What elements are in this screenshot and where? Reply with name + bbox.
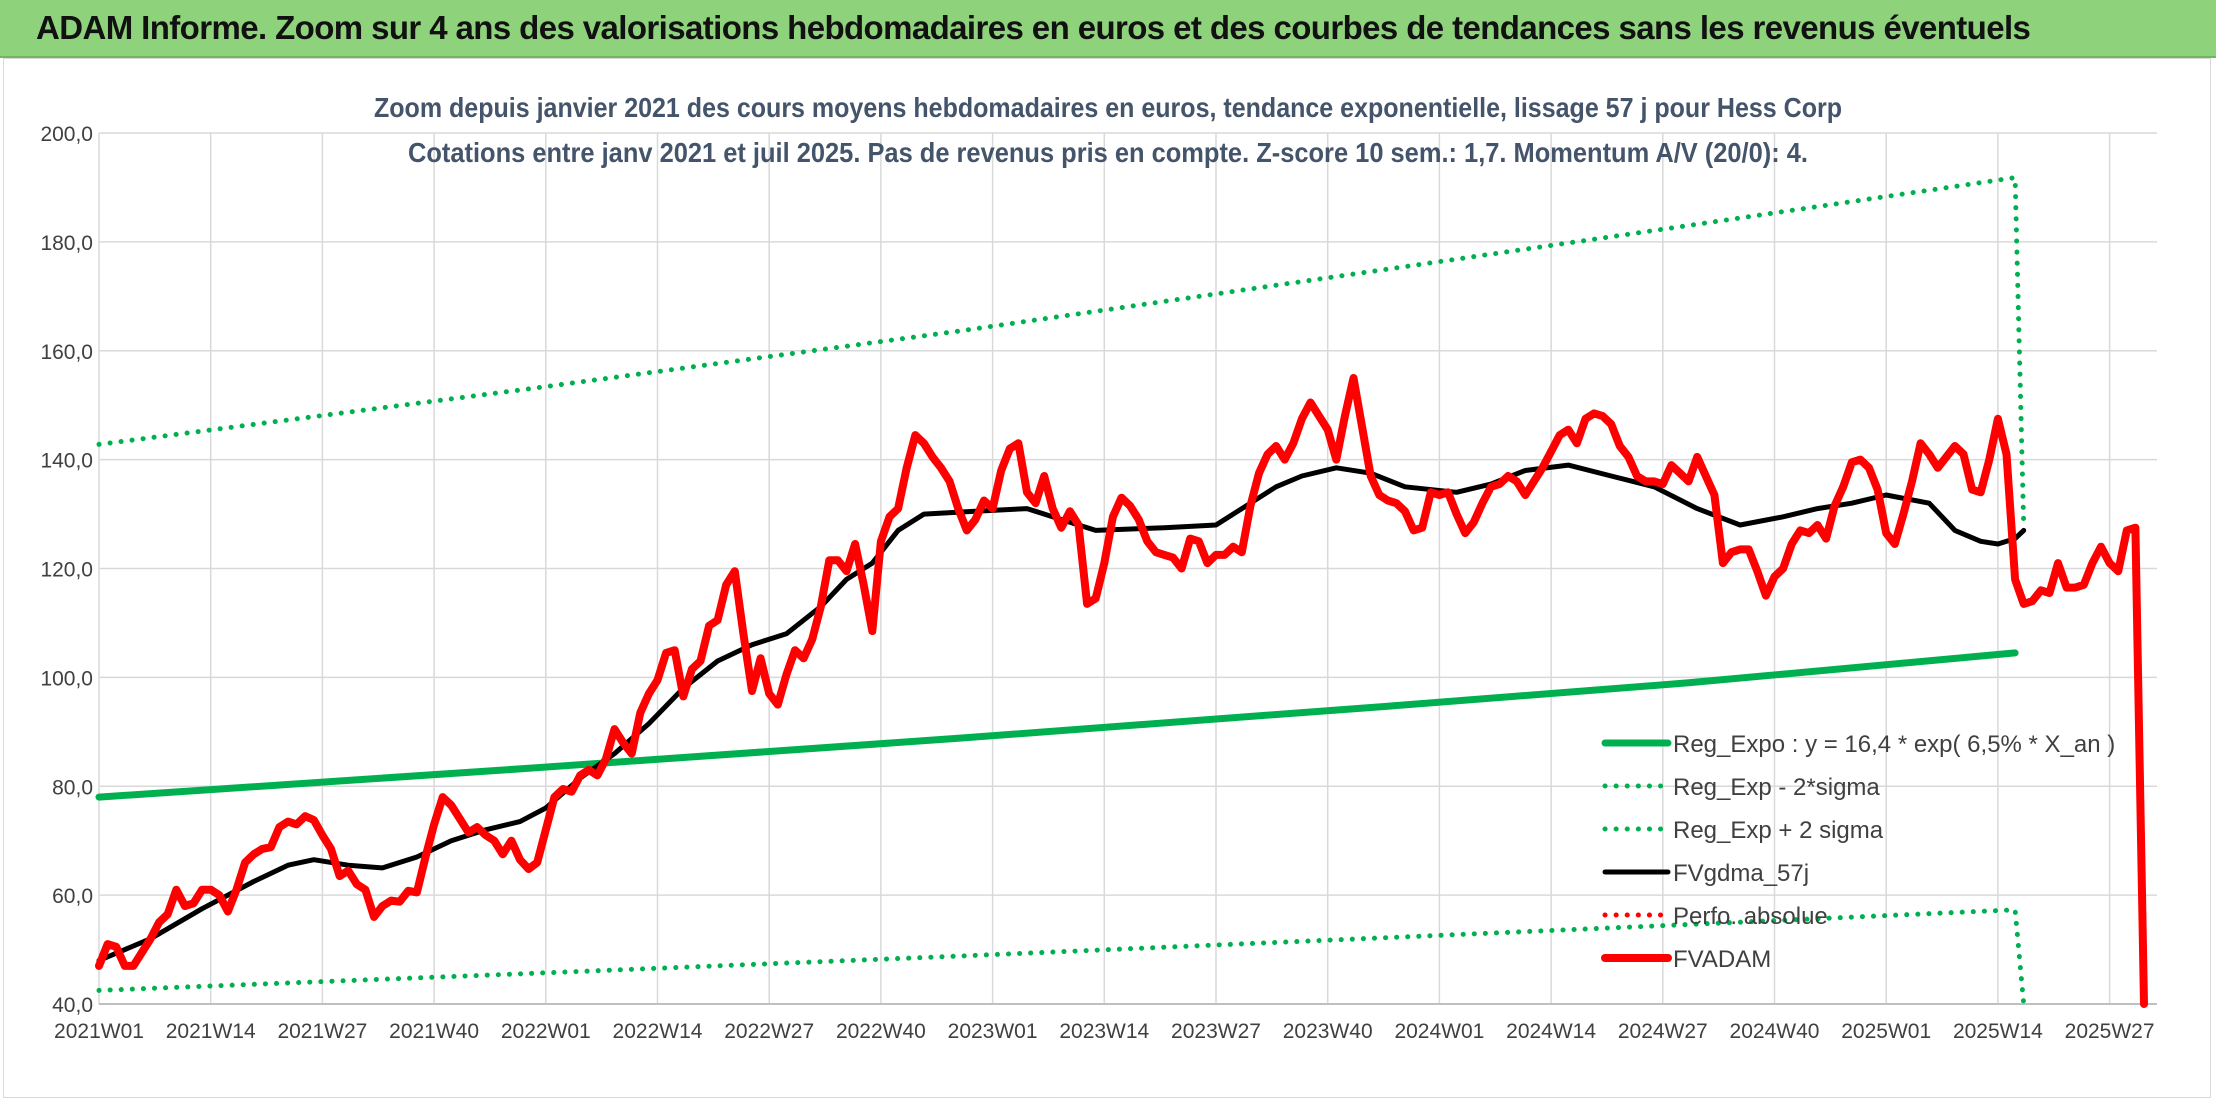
x-tick-label: 2025W27 [2065,1020,2155,1043]
legend-label: Reg_Exp - 2*sigma [1673,774,1880,801]
legend-label: Perfo. absolue [1673,903,1828,930]
y-tick-label: 60,0 [52,885,93,908]
legend-label: FVgdma_57j [1673,860,1809,887]
y-tick-label: 160,0 [40,341,93,364]
x-tick-label: 2021W40 [389,1020,479,1043]
y-tick-label: 40,0 [52,994,93,1017]
x-tick-label: 2023W27 [1171,1020,1261,1043]
chart-subtitle: Cotations entre janv 2021 et juil 2025. … [408,137,1808,168]
series-line-fvgdma-57j [96,462,2027,963]
x-tick-label: 2021W01 [54,1020,144,1043]
series-line-fvadam [95,374,2148,1008]
y-tick-label: 140,0 [40,450,93,473]
legend-label: Reg_Expo : y = 16,4 * exp( 6,5% * X_an ) [1673,731,2115,758]
x-tick-label: 2025W01 [1841,1020,1931,1043]
x-tick-label: 2023W40 [1283,1020,1373,1043]
y-tick-label: 180,0 [40,232,93,255]
x-tick-label: 2024W40 [1730,1020,1820,1043]
x-tick-label: 2023W01 [948,1020,1038,1043]
report-title: ADAM Informe. Zoom sur 4 ans des valoris… [36,9,2031,46]
x-tick-label: 2021W27 [277,1020,367,1043]
y-tick-label: 80,0 [52,776,93,799]
x-tick-label: 2022W01 [501,1020,591,1043]
series-line-reg-exp-2-sigma [96,175,2027,528]
y-tick-label: 120,0 [40,559,93,582]
y-tick-label: 100,0 [40,667,93,690]
x-tick-label: 2022W14 [613,1020,703,1043]
chart-title: Zoom depuis janvier 2021 des cours moyen… [374,92,1842,123]
x-tick-label: 2024W27 [1618,1020,1708,1043]
x-tick-label: 2024W01 [1394,1020,1484,1043]
x-tick-label: 2022W40 [836,1020,926,1043]
legend-label: FVADAM [1673,946,1771,973]
x-tick-label: 2024W14 [1506,1020,1596,1043]
y-tick-label: 200,0 [40,123,93,146]
series-line-reg-expo-y-16-4-exp-6-5-x-an [95,649,2019,801]
x-tick-label: 2022W27 [724,1020,814,1043]
report-banner: ADAM Informe. Zoom sur 4 ans des valoris… [0,0,2216,58]
legend-label: Reg_Exp + 2 sigma [1673,817,1884,844]
x-tick-label: 2021W14 [166,1020,256,1043]
chart-frame [3,58,2211,1098]
x-tick-label: 2023W14 [1059,1020,1149,1043]
x-tick-label: 2025W14 [1953,1020,2043,1043]
series-line-reg-exp-2-sigma [96,907,2027,1007]
